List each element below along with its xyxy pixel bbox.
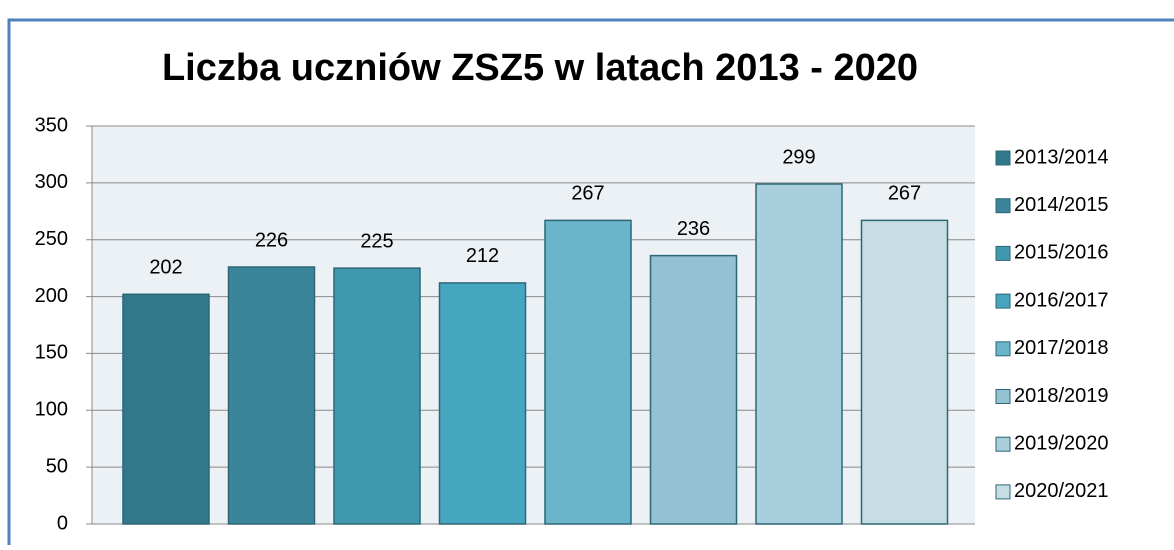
y-tick-label: 300 [35, 171, 68, 193]
bar [227, 266, 316, 525]
y-tick-label: 150 [35, 342, 68, 364]
chart-title: Liczba uczniów ZSZ5 w latach 2013 - 2020 [162, 47, 918, 89]
y-tick-label: 0 [57, 512, 68, 534]
y-tick-label: 100 [35, 399, 68, 421]
legend-swatch [995, 198, 1011, 214]
data-label: 202 [149, 257, 182, 279]
y-tick-label: 250 [35, 228, 68, 250]
legend-swatch [995, 293, 1011, 309]
bar [438, 282, 527, 525]
y-tick-label: 50 [46, 455, 68, 477]
legend-swatch [995, 389, 1011, 404]
legend-swatch [995, 436, 1011, 452]
legend-swatch [995, 245, 1011, 261]
legend-label: 2016/2017 [1014, 289, 1109, 311]
data-label: 267 [571, 183, 604, 205]
bar [860, 219, 949, 525]
legend-label: 2020/2021 [1014, 480, 1109, 502]
legend-label: 2019/2020 [1014, 432, 1109, 454]
legend-swatch [995, 341, 1011, 357]
legend-label: 2014/2015 [1014, 194, 1109, 216]
legend-label: 2013/2014 [1014, 146, 1109, 168]
legend-label: 2015/2016 [1014, 242, 1109, 264]
legend-label: 2017/2018 [1014, 337, 1109, 359]
data-label: 225 [360, 230, 393, 252]
bar [122, 293, 210, 525]
legend-swatch [995, 484, 1011, 500]
bar [333, 267, 421, 525]
data-label: 267 [888, 183, 921, 205]
legend-swatch [995, 150, 1011, 166]
data-label: 212 [466, 245, 499, 267]
y-tick-label: 350 [35, 114, 68, 136]
data-label: 299 [782, 146, 815, 168]
bar [755, 183, 843, 525]
bar [649, 254, 738, 525]
data-label: 226 [255, 229, 288, 251]
legend-label: 2018/2019 [1014, 385, 1109, 407]
bar [544, 219, 632, 525]
y-tick-label: 200 [35, 285, 68, 307]
data-label: 236 [677, 218, 710, 240]
